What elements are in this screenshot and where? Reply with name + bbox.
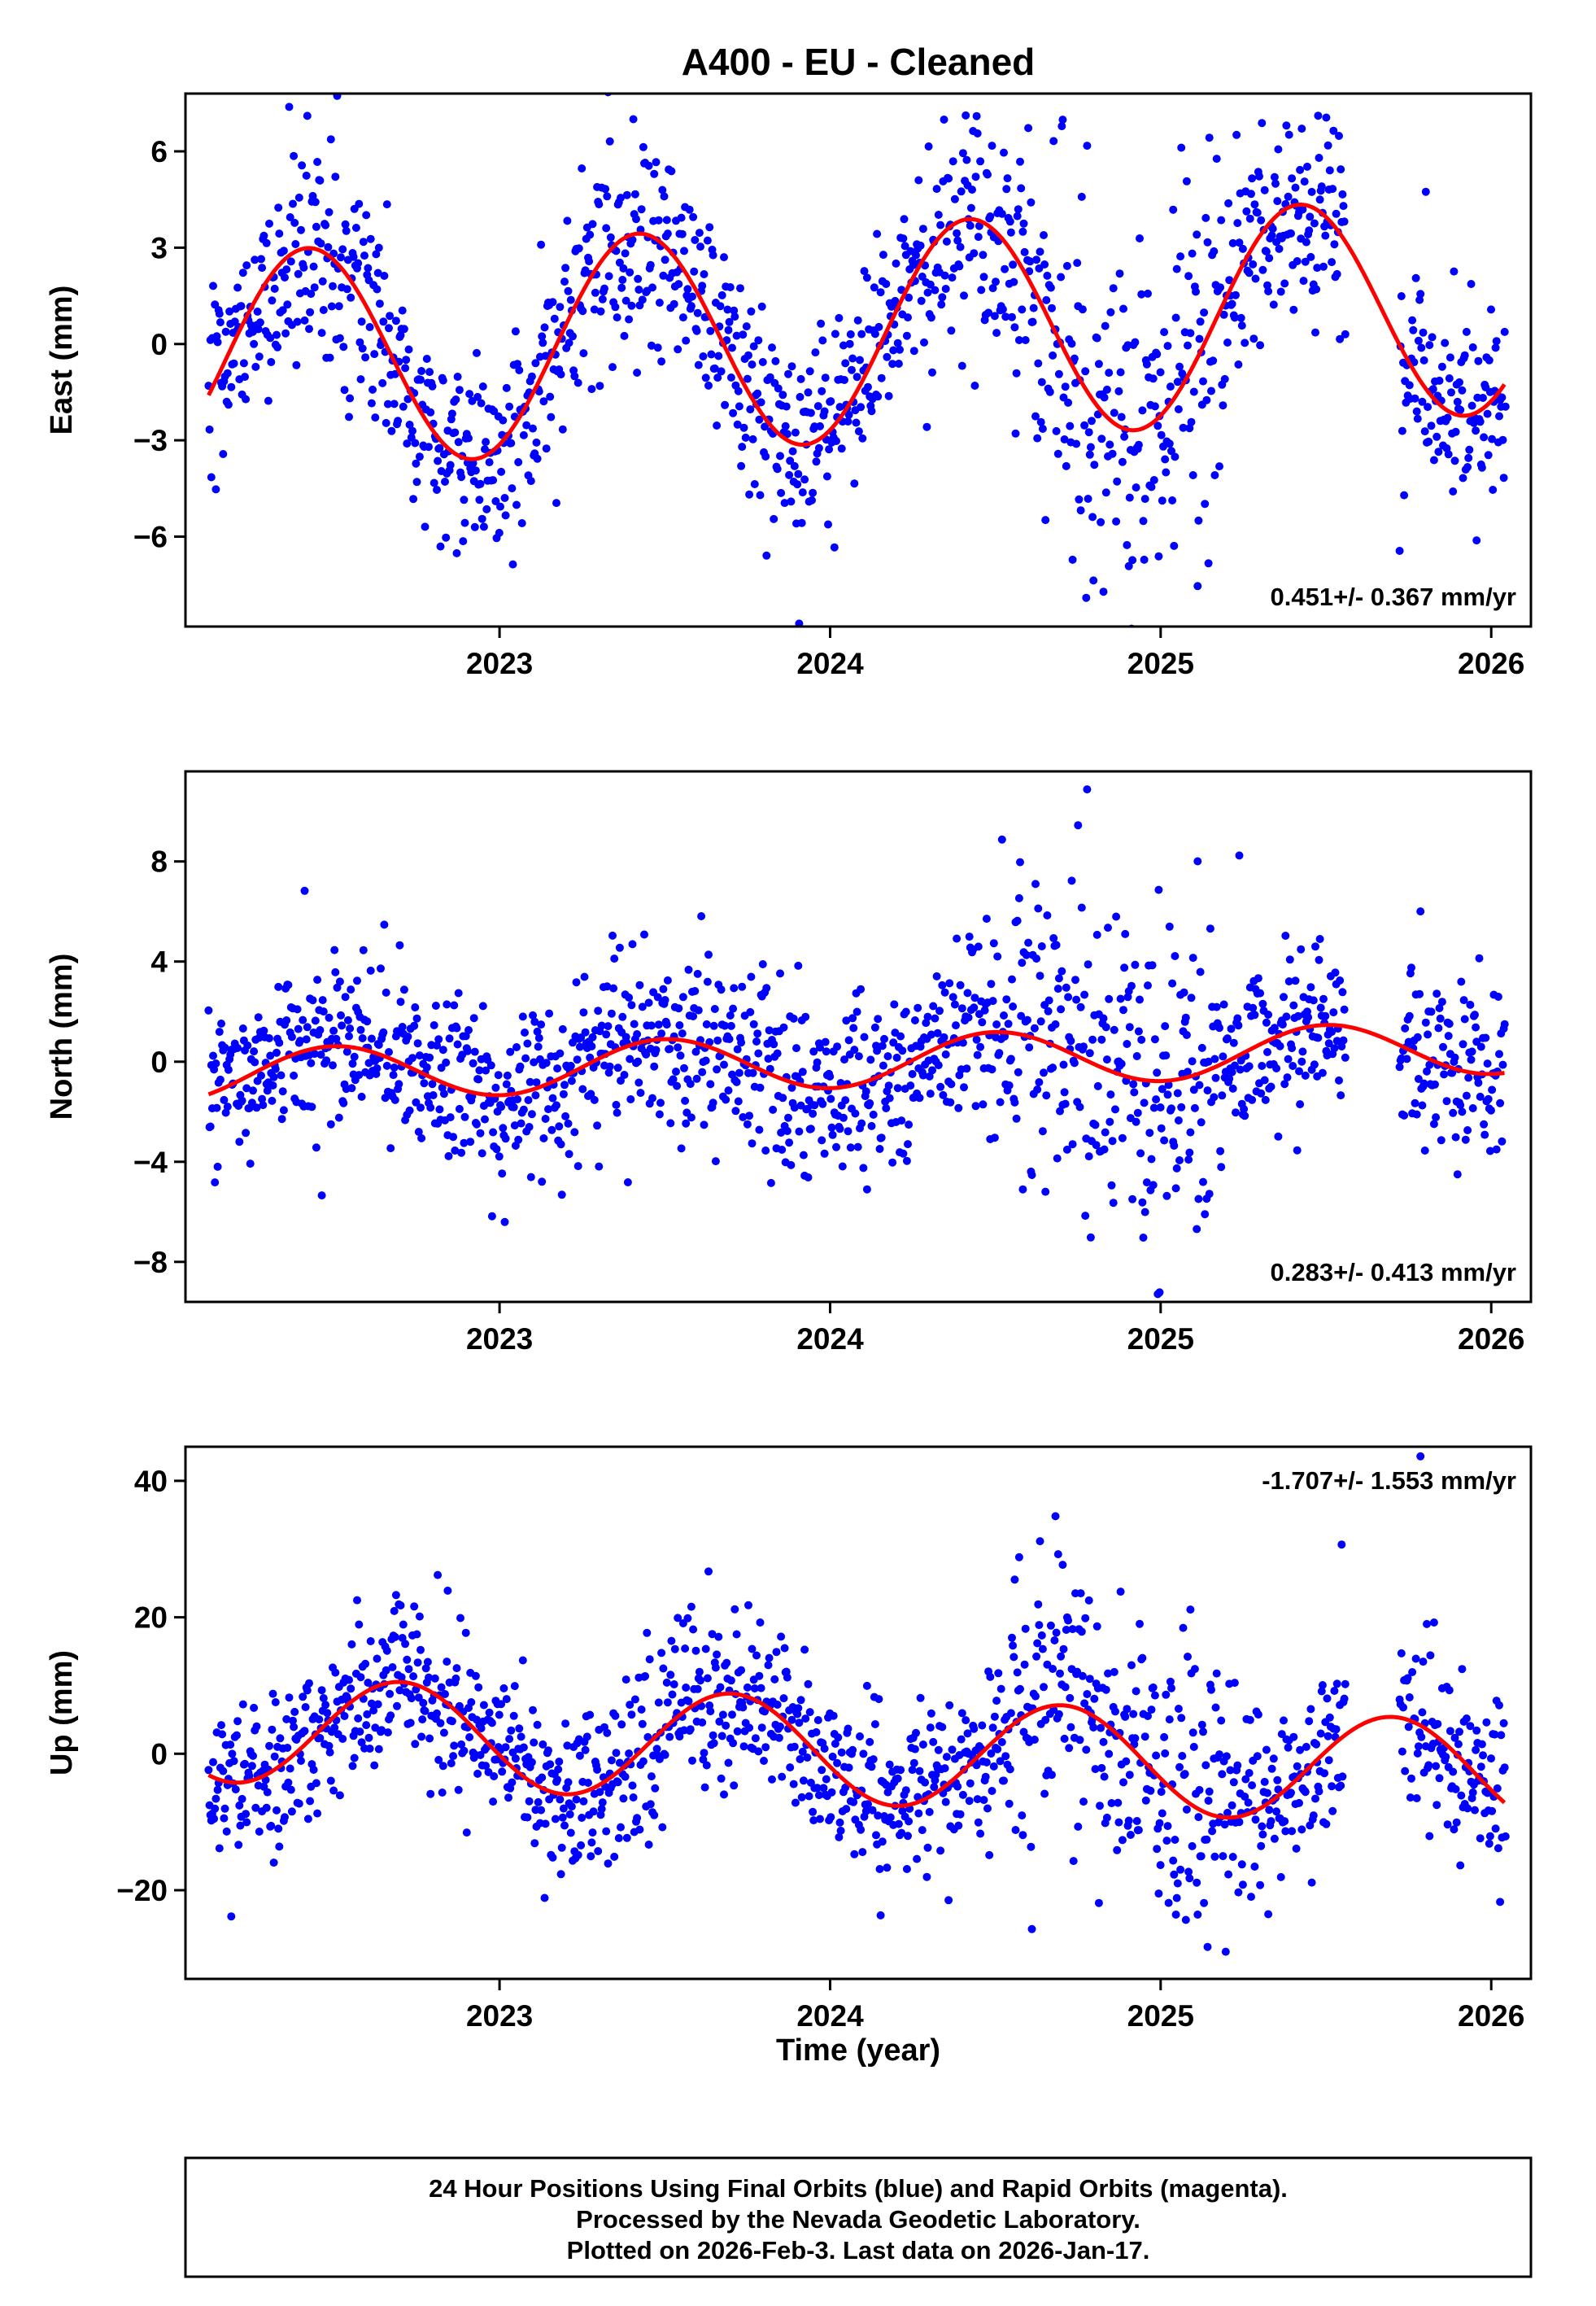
y-tick-label: 0 [150, 328, 168, 361]
scatter-points [204, 785, 1509, 1299]
y-axis-label: North (mm) [45, 954, 79, 1120]
footer-border [184, 2156, 1533, 2278]
model-curve [207, 203, 1507, 461]
y-axis-label: Up (mm) [45, 1650, 79, 1775]
axis-tick-labels: 2023 2024 2025 2026 −20 0 20 40 [116, 1465, 1524, 2033]
x-tick-label: 2024 [796, 1322, 864, 1356]
y-tick-label: 40 [134, 1465, 168, 1498]
x-tick-label: 2025 [1127, 1999, 1194, 2033]
model-curve [207, 1023, 1505, 1098]
x-tick-label: 2023 [466, 1999, 533, 2033]
rate-label: 0.451+/- 0.367 mm/yr [1271, 583, 1516, 611]
x-tick-label: 2024 [796, 647, 864, 680]
rate-label: 0.283+/- 0.413 mm/yr [1271, 1258, 1516, 1286]
y-tick-label: −4 [133, 1146, 168, 1179]
x-tick-label: 2023 [466, 1322, 533, 1356]
x-tick-label: 2026 [1458, 1999, 1524, 2033]
x-axis-label: Time (year) [776, 2033, 940, 2068]
panels: 2023 2024 2025 2026 −6 −3 0 3 6 East (mm) 0.451+/-… [45, 92, 1533, 2033]
panel-north: 2023 2024 2025 2026 −8 −4 0 4 8 North (mm) 0.283+/… [45, 770, 1533, 1356]
x-tick-label: 2025 [1127, 647, 1194, 680]
axis-ticks [174, 860, 1493, 1313]
plot-frame [184, 770, 1533, 1304]
x-tick-label: 2023 [466, 647, 533, 680]
y-tick-label: −20 [116, 1874, 168, 1907]
y-axis-label: East (mm) [45, 286, 79, 435]
y-tick-label: 0 [150, 1046, 168, 1079]
footer-box: 24 Hour Positions Using Final Orbits (bl… [184, 2156, 1533, 2278]
y-tick-label: 6 [150, 135, 168, 168]
chart-title: A400 - EU - Cleaned [682, 41, 1036, 83]
y-tick-label: 20 [134, 1601, 168, 1635]
axis-tick-labels: 2023 2024 2025 2026 −6 −3 0 3 6 [133, 135, 1525, 680]
scatter-points [204, 1452, 1510, 1956]
x-tick-label: 2025 [1127, 1322, 1194, 1356]
panel-up: 2023 2024 2025 2026 −20 0 20 40 Up (mm) -1.707+/-… [45, 1445, 1533, 2033]
y-tick-label: 8 [150, 845, 168, 879]
x-tick-label: 2024 [796, 1999, 864, 2033]
plot-frame [184, 92, 1533, 628]
y-tick-label: 0 [150, 1737, 168, 1771]
axis-ticks [174, 1479, 1493, 1990]
x-tick-label: 2026 [1458, 1322, 1524, 1356]
x-tick-label: 2026 [1458, 647, 1524, 680]
panel-east: 2023 2024 2025 2026 −6 −3 0 3 6 East (mm) 0.451+/-… [45, 92, 1533, 680]
footer-line-3: Plotted on 2026-Feb-3. Last data on 2026… [567, 2236, 1150, 2265]
y-tick-label: −8 [133, 1246, 168, 1279]
rate-label: -1.707+/- 1.553 mm/yr [1262, 1466, 1516, 1495]
y-tick-label: −3 [133, 424, 168, 457]
y-tick-label: 3 [150, 231, 168, 264]
axis-tick-labels: 2023 2024 2025 2026 −8 −4 0 4 8 [133, 845, 1525, 1356]
plot-frame [184, 1445, 1533, 1981]
y-tick-label: 4 [150, 946, 168, 979]
footer-line-2: Processed by the Nevada Geodetic Laborat… [576, 2205, 1140, 2234]
footer-line-1: 24 Hour Positions Using Final Orbits (bl… [429, 2174, 1288, 2203]
model-curve [207, 1679, 1507, 1820]
y-tick-label: −6 [133, 521, 168, 554]
axis-ticks [174, 150, 1493, 638]
scatter-points [204, 94, 1510, 627]
